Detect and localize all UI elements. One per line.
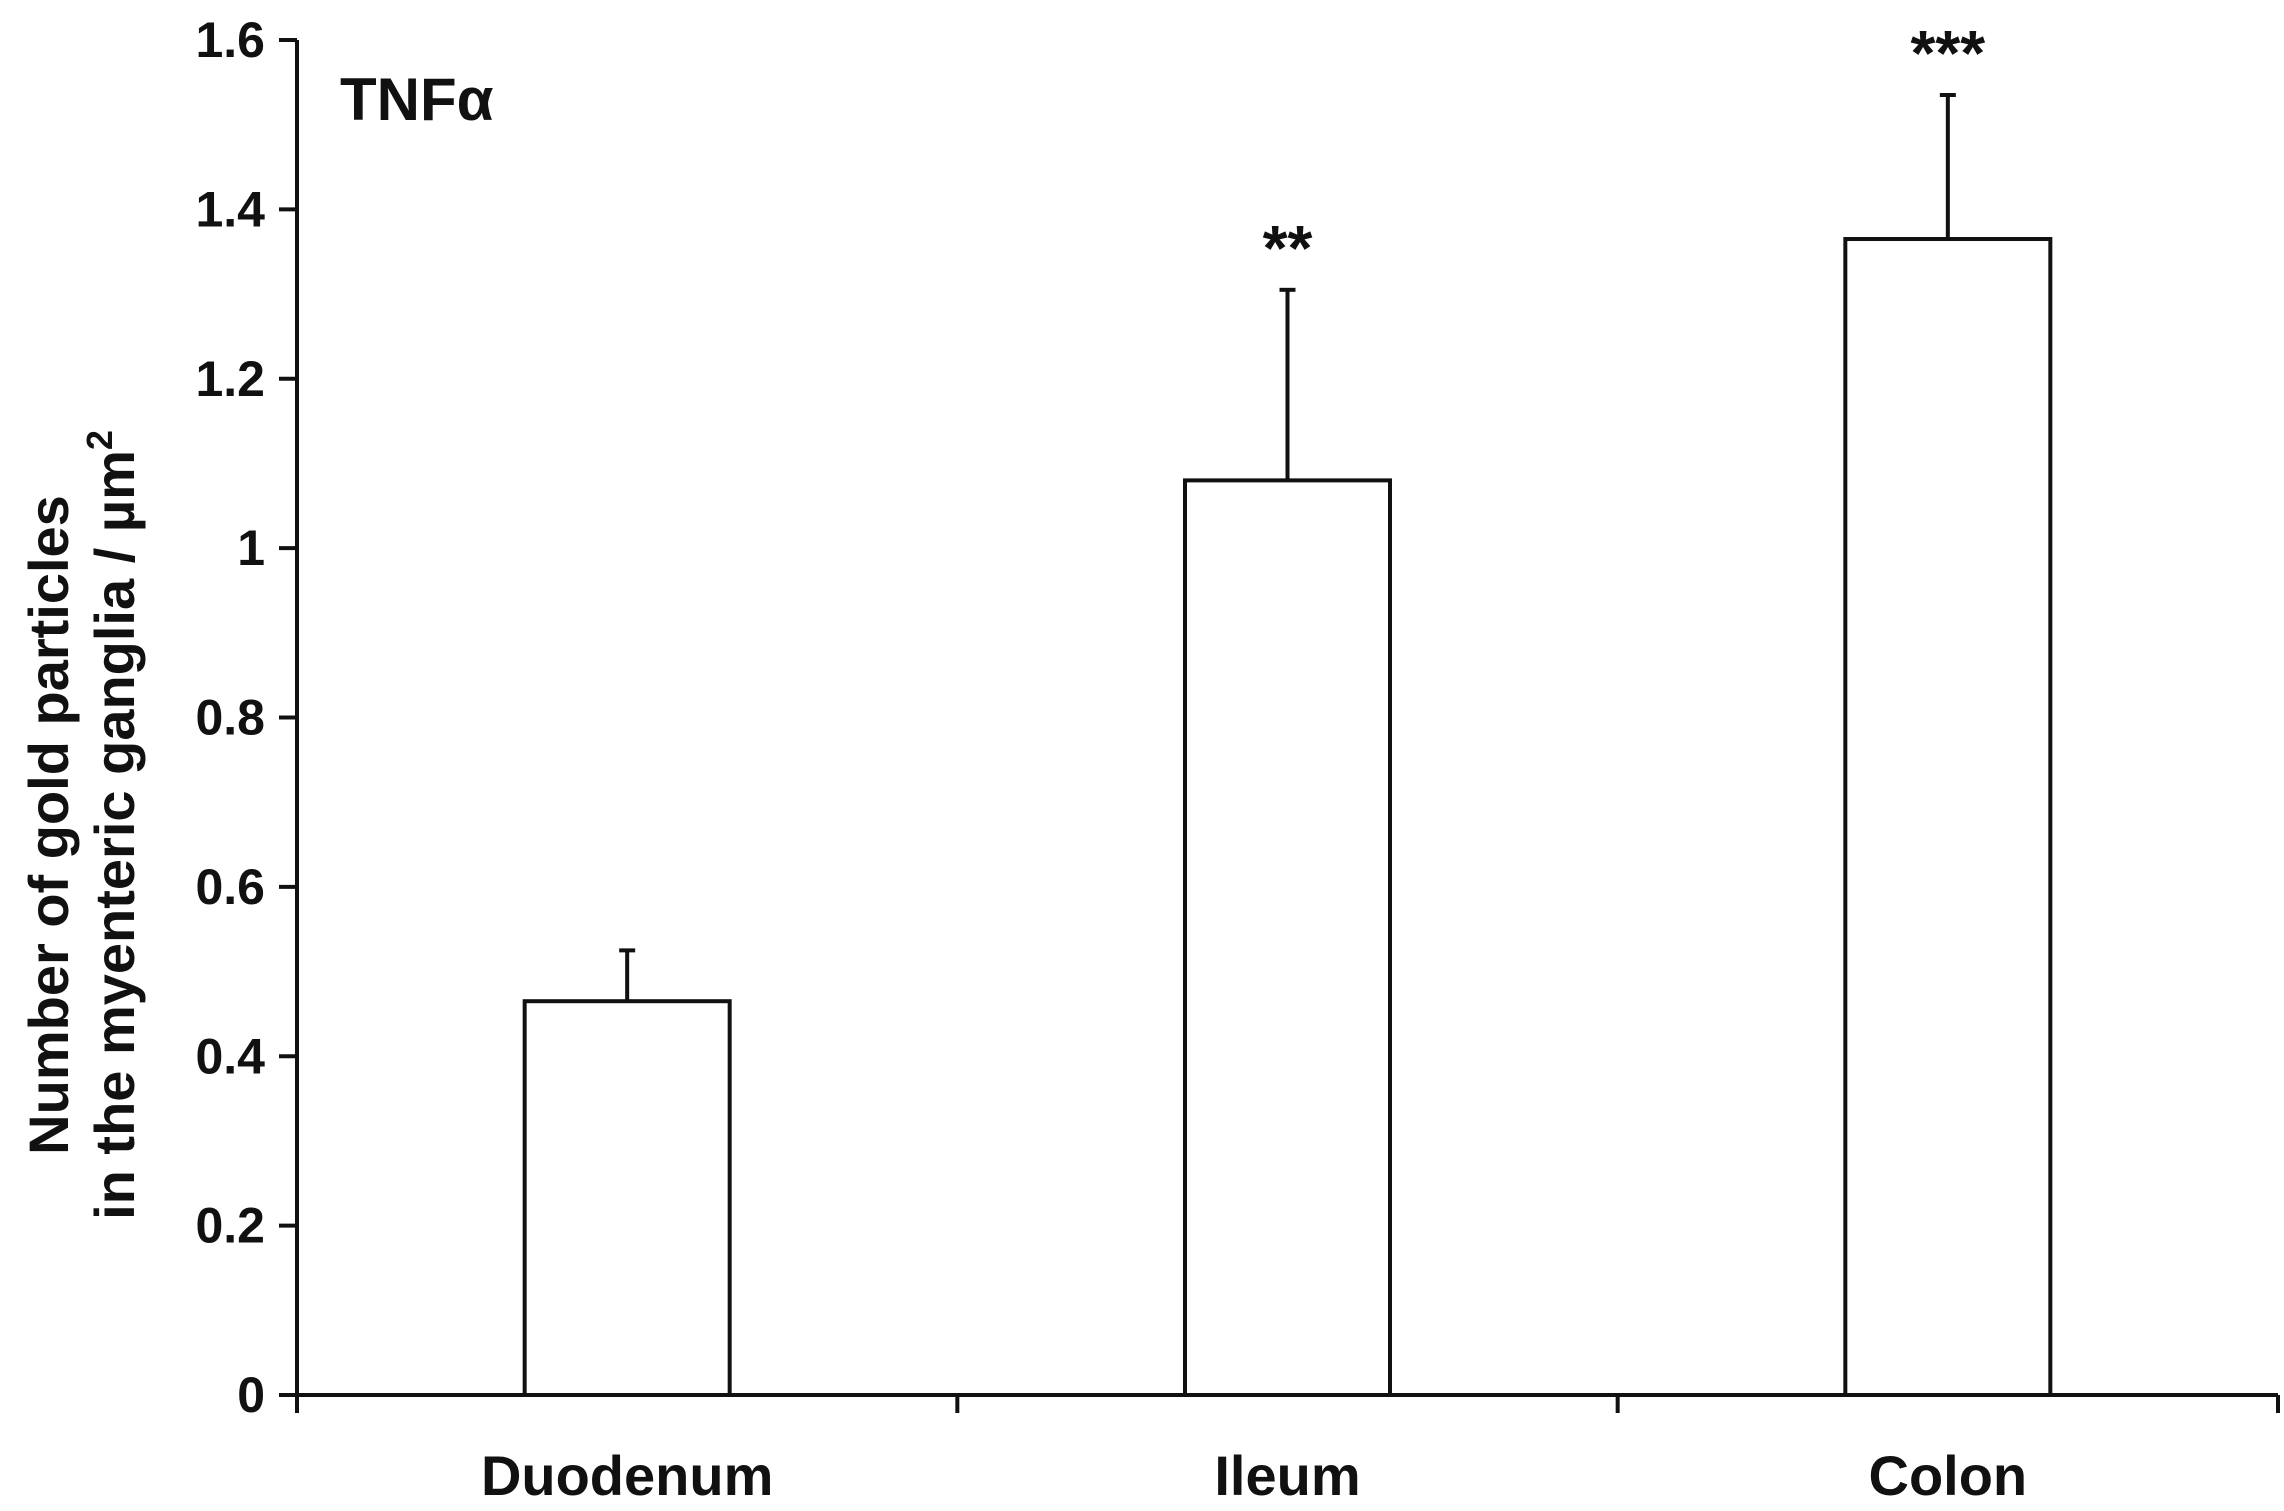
y-tick-label: 0.6 <box>195 859 265 915</box>
y-axis-title-line2: in the myenteric ganglia / µm2 <box>79 430 146 1220</box>
axes: 0 0.2 0.4 0.6 0.8 1 1.2 1.4 1.6 <box>195 12 2280 1423</box>
y-tick-label: 1.4 <box>195 181 265 237</box>
y-tick-label: 1.6 <box>195 12 265 68</box>
y-tick-label: 0.8 <box>195 690 265 746</box>
bar-duodenum <box>522 999 732 1397</box>
bars <box>522 93 2053 1397</box>
y-tick-label: 0.4 <box>195 1028 265 1084</box>
y-tick-label: 0 <box>237 1367 265 1423</box>
x-category-label: Duodenum <box>481 1444 773 1506</box>
significance-marker: ** <box>1263 212 1313 284</box>
significance-marker: *** <box>1910 17 1985 89</box>
y-tick-label: 1.2 <box>195 351 265 407</box>
x-category-label: Ileum <box>1214 1444 1360 1506</box>
y-axis-title-line2-text: in the myenteric ganglia / µm <box>83 450 146 1220</box>
y-axis-title-superscript: 2 <box>79 430 120 450</box>
x-category-label: Colon <box>1869 1444 2028 1506</box>
labels: TNFα Number of gold particles in the mye… <box>17 17 2028 1507</box>
panel-label: TNFα <box>340 66 494 133</box>
y-axis-title-line1: Number of gold particles <box>17 495 80 1155</box>
y-axis-title: Number of gold particles in the myenteri… <box>17 430 146 1220</box>
y-tick-label: 1 <box>237 520 265 576</box>
bar-colon <box>1843 237 2053 1397</box>
bar-ileum <box>1183 478 1392 1397</box>
y-tick-label: 0.2 <box>195 1198 265 1254</box>
